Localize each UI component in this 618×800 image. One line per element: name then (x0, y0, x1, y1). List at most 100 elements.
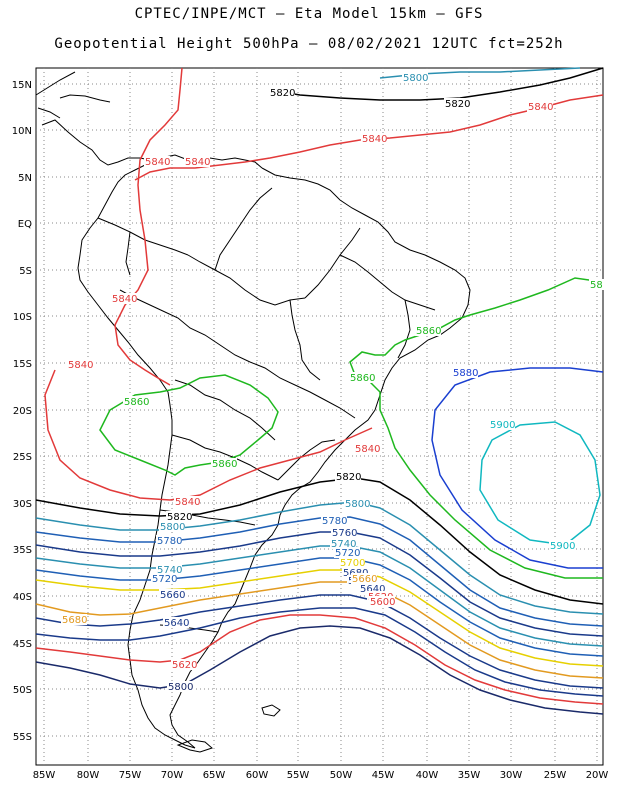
lat-label: 30S (13, 499, 32, 510)
contour-5860-east (349, 277, 604, 579)
contour-label-bg (123, 396, 149, 407)
contour-label-bg (444, 98, 470, 109)
lon-label: 80W (77, 770, 100, 781)
contour-label-bg (369, 596, 395, 607)
lon-label: 75W (119, 770, 142, 781)
contour-label-bg (156, 564, 182, 575)
lat-label: 10S (13, 312, 32, 323)
contour-label-bg (184, 156, 210, 167)
contour-label: 5600 (370, 597, 395, 608)
contour-label-bg (171, 659, 197, 670)
contour-5860-west (99, 374, 279, 476)
contour-label-bg (589, 279, 615, 290)
contour-5660 (35, 594, 604, 689)
contour-label-bg (174, 496, 200, 507)
contour-label-bg (167, 681, 193, 692)
contour-5700 (35, 569, 604, 667)
contour-label: 5860 (212, 459, 237, 470)
contour-label-bg (211, 458, 237, 469)
contour-5820 (35, 477, 604, 605)
contour-label-bg (349, 372, 375, 383)
contour-5840-north (134, 94, 604, 181)
lat-label: 25S (13, 452, 32, 463)
lat-label: 40S (13, 592, 32, 603)
contour-label: 5800 (345, 499, 370, 510)
contour-label-bg (166, 511, 192, 522)
contour-label-bg (452, 367, 478, 378)
contour-5840-andes (114, 67, 183, 386)
contour-label-bg (342, 567, 368, 578)
contour-label-bg (354, 443, 380, 454)
lat-label: 15S (13, 359, 32, 370)
contour-label: 5640 (360, 584, 385, 595)
contour-5680 (35, 581, 604, 679)
contour-5720 (35, 557, 604, 657)
contour-label-bg (159, 589, 185, 600)
lat-label: 50S (13, 685, 32, 696)
contour-label-bg (111, 293, 137, 304)
contour-label-bg (527, 101, 553, 112)
contour-label-bg (151, 573, 177, 584)
contour-label-bg (269, 87, 295, 98)
lat-label: 5S (19, 266, 32, 277)
contour-label-bg (361, 133, 387, 144)
contour-label: 5820 (270, 88, 295, 99)
lon-label: 40W (416, 770, 439, 781)
contour-label: 5840 (68, 360, 93, 371)
contour-label: 5660 (352, 574, 377, 585)
contour-5900 (479, 421, 601, 546)
contour-label: 5820 (167, 512, 192, 523)
contour-label-bg (549, 540, 575, 551)
lon-label: 85W (33, 770, 56, 781)
lon-label: 20W (586, 770, 609, 781)
contour-label: 5860 (416, 326, 441, 337)
lon-label: 30W (500, 770, 523, 781)
contour-5780 (35, 516, 604, 627)
contour-5760 (35, 531, 604, 637)
longitude-labels: 85W 80W 75W 70W 65W 60W 55W 50W 45W 40W 35W 30W 25W 2… (33, 770, 609, 781)
contour-label: 58 (590, 280, 603, 291)
contour-label-bg (331, 527, 357, 538)
contour-label-bg (415, 325, 441, 336)
contour-5880 (431, 367, 604, 569)
contour-label-bg (144, 156, 170, 167)
contour-label: 5900 (550, 541, 575, 552)
contour-label: 5880 (453, 368, 478, 379)
contour-label: 5840 (528, 102, 553, 113)
contour-label: 5900 (490, 420, 515, 431)
contour-label-bg (163, 617, 189, 628)
lat-label: 45S (13, 639, 32, 650)
chart-subtitle: Geopotential Height 500hPa – 08/02/2021 … (54, 36, 564, 52)
contour-label-bg (67, 359, 93, 370)
contour-5840-south (44, 369, 373, 501)
contour-label-bg (339, 557, 365, 568)
lon-label: 35W (458, 770, 481, 781)
contour-5620 (35, 614, 604, 705)
contour-label: 5740 (157, 565, 182, 576)
contour-label: 5800 (168, 682, 193, 693)
chart-title: CPTEC/INPE/MCT – Eta Model 15km – GFS (134, 6, 484, 22)
lon-label: 60W (246, 770, 269, 781)
contour-label: 5860 (350, 373, 375, 384)
contour-label: 5660 (160, 590, 185, 601)
map-frame (35, 67, 604, 766)
contour-5820-north (269, 67, 604, 101)
lat-label: 55S (13, 732, 32, 743)
contour-label-bg (351, 573, 377, 584)
lat-label: 35S (13, 545, 32, 556)
lat-label: 5N (18, 173, 32, 184)
contour-5600 (35, 625, 604, 715)
contour-label-bg (489, 419, 515, 430)
contour-5740 (35, 545, 604, 647)
contour-label-bg (402, 72, 428, 83)
coastline (35, 71, 471, 753)
contour-label: 5760 (332, 528, 357, 539)
contour-label-bg (159, 521, 185, 532)
contour-label-bg (344, 498, 370, 509)
contour-label: 5820 (445, 99, 470, 110)
contour-label-bg (359, 583, 385, 594)
contour-label: 5840 (112, 294, 137, 305)
lon-label: 50W (330, 770, 353, 781)
graticule (36, 68, 603, 765)
contour-label: 5620 (172, 660, 197, 671)
